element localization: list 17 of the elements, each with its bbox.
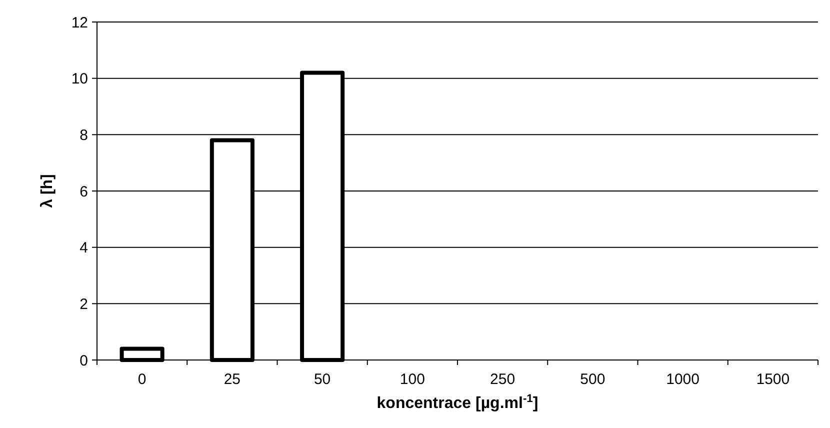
y-tick-label: 10 <box>71 70 88 88</box>
y-tick-label: 6 <box>80 183 88 200</box>
x-axis-title: koncentrace [µg.ml$^{-1}$] <box>376 393 538 412</box>
x-tick-label: 25 <box>224 371 241 388</box>
x-tick-label: 0 <box>138 371 146 388</box>
y-tick-label: 0 <box>80 352 88 370</box>
x-tick-label: 100 <box>400 371 425 388</box>
y-tick-label: 2 <box>80 296 88 313</box>
x-tick-label: 50 <box>314 371 331 388</box>
x-tick-label: 1500 <box>756 371 790 388</box>
x-tick-label: 1000 <box>666 371 700 388</box>
y-axis-title: λ [h] <box>39 174 56 208</box>
x-tick-label: 500 <box>580 371 606 388</box>
y-tick-label: 8 <box>80 126 88 144</box>
x-tick-label: 250 <box>490 371 516 388</box>
y-tick-label: 4 <box>80 240 88 257</box>
y-tick-label: 12 <box>71 14 88 32</box>
